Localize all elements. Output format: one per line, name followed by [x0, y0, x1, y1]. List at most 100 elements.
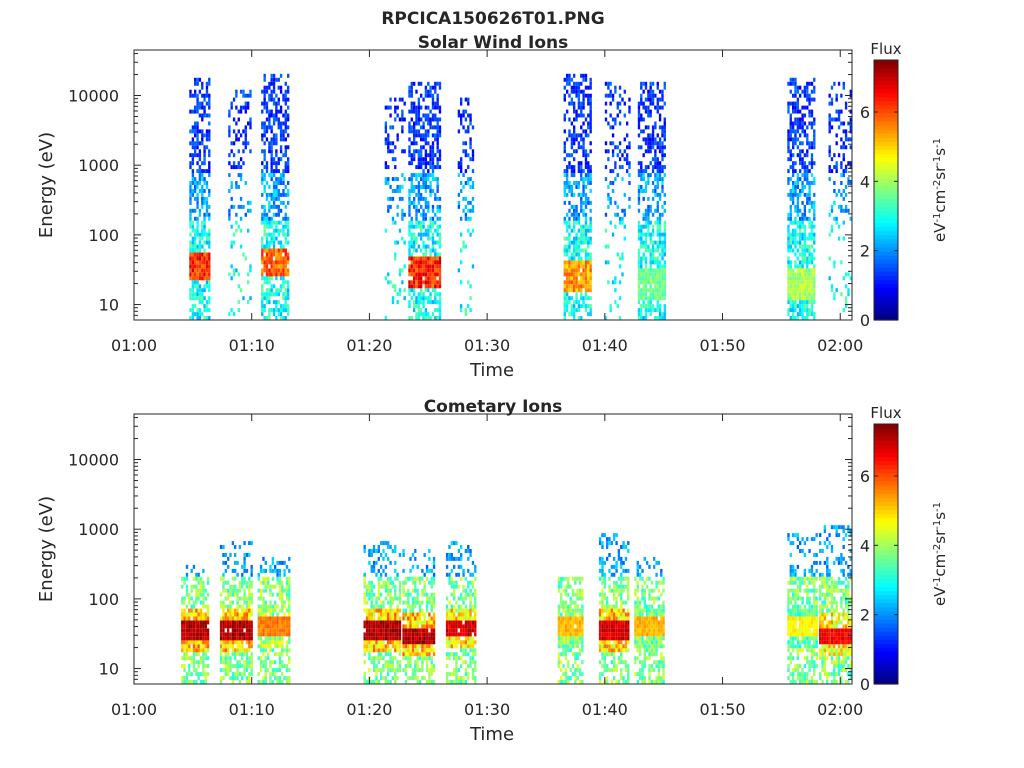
heatmap-cell: [391, 596, 395, 601]
heatmap-cell: [238, 604, 242, 609]
heatmap-cell: [409, 576, 412, 581]
heatmap-cell: [796, 129, 800, 134]
heatmap-cell: [236, 620, 239, 625]
heatmap-cell: [828, 153, 831, 158]
heatmap-cell: [194, 81, 197, 86]
heatmap-cell: [183, 668, 186, 673]
heatmap-cell: [408, 244, 411, 249]
heatmap-cell: [284, 149, 287, 154]
heatmap-cell: [580, 228, 583, 233]
heatmap-cell: [263, 125, 266, 130]
heatmap-cell: [656, 97, 659, 102]
heatmap-cell: [288, 604, 291, 609]
heatmap-cell: [415, 312, 418, 317]
heatmap-cell: [842, 157, 845, 162]
heatmap-cell: [416, 668, 419, 673]
heatmap-cell: [245, 608, 249, 613]
heatmap-cell: [239, 105, 243, 110]
heatmap-cell: [261, 137, 264, 142]
heatmap-cell: [208, 240, 211, 245]
heatmap-cell: [570, 97, 574, 102]
heatmap-cell: [241, 596, 244, 601]
heatmap-cell: [275, 304, 278, 309]
heatmap-cell: [407, 636, 410, 641]
heatmap-cell: [837, 113, 841, 118]
heatmap-cell: [573, 165, 576, 170]
heatmap-cell: [241, 620, 244, 625]
heatmap-cell: [189, 192, 192, 197]
heatmap-cell: [274, 676, 277, 681]
heatmap-cell: [424, 85, 428, 90]
heatmap-cell: [844, 208, 848, 213]
heatmap-cell: [408, 300, 411, 305]
heatmap-cell: [417, 173, 421, 178]
heatmap-cell: [245, 553, 249, 557]
heatmap-cell: [628, 97, 631, 102]
heatmap-cell: [268, 173, 271, 178]
heatmap-cell: [241, 640, 244, 645]
heatmap-cell: [431, 232, 435, 237]
heatmap-cell: [407, 660, 410, 665]
heatmap-cell: [654, 125, 657, 130]
heatmap-cell: [277, 248, 280, 253]
heatmap-cell: [250, 652, 253, 657]
heatmap-cell: [380, 608, 383, 613]
heatmap-cell: [651, 244, 655, 249]
heatmap-cell: [637, 125, 641, 130]
heatmap-cell: [389, 580, 392, 585]
heatmap-cell: [205, 260, 209, 265]
heatmap-cell: [580, 304, 583, 309]
heatmap-cell: [271, 680, 275, 684]
heatmap-cell: [580, 316, 583, 320]
heatmap-cell: [808, 208, 811, 213]
heatmap-cell: [272, 77, 276, 82]
heatmap-cell: [640, 240, 643, 245]
heatmap-cell: [382, 632, 385, 637]
heatmap-cell: [370, 549, 373, 553]
heatmap-cell: [806, 181, 809, 185]
heatmap-cell: [589, 220, 592, 225]
heatmap-cell: [249, 149, 252, 154]
heatmap-cell: [259, 616, 263, 621]
heatmap-cell: [580, 256, 583, 261]
heatmap-cell: [277, 292, 280, 297]
heatmap-cell: [284, 252, 287, 257]
colorbar-segment: [874, 234, 898, 240]
heatmap-cell: [272, 244, 276, 249]
heatmap-cell: [422, 260, 425, 265]
heatmap-cell: [424, 316, 428, 320]
heatmap-cell: [434, 256, 437, 261]
heatmap-cell: [438, 109, 442, 114]
heatmap-cell: [649, 145, 652, 150]
heatmap-cell: [582, 113, 585, 118]
heatmap-cell: [577, 89, 581, 94]
heatmap-cell: [199, 620, 203, 625]
heatmap-cell: [423, 676, 426, 681]
heatmap-cell: [436, 181, 439, 185]
heatmap-cell: [654, 260, 657, 265]
heatmap-cell: [238, 616, 242, 621]
heatmap-cell: [229, 604, 232, 609]
heatmap-cell: [810, 272, 814, 277]
heatmap-cell: [391, 284, 395, 289]
heatmap-cell: [189, 89, 192, 94]
heatmap-cell: [640, 97, 643, 102]
heatmap-cell: [796, 268, 800, 273]
heatmap-cell: [410, 85, 413, 90]
heatmap-cell: [267, 632, 270, 637]
heatmap-cell: [794, 204, 797, 209]
heatmap-cell: [268, 113, 271, 118]
heatmap-cell: [198, 165, 202, 170]
heatmap-cell: [658, 268, 662, 273]
heatmap-cell: [257, 620, 260, 625]
heatmap-cell: [264, 560, 267, 565]
heatmap-cell: [842, 129, 845, 134]
heatmap-cell: [654, 149, 657, 154]
heatmap-cell: [464, 117, 468, 122]
heatmap-cell: [380, 612, 383, 617]
heatmap-cell: [801, 236, 804, 241]
heatmap-cell: [436, 149, 439, 154]
heatmap-cell: [234, 553, 237, 557]
heatmap-cell: [248, 636, 251, 641]
heatmap-cell: [575, 276, 578, 281]
